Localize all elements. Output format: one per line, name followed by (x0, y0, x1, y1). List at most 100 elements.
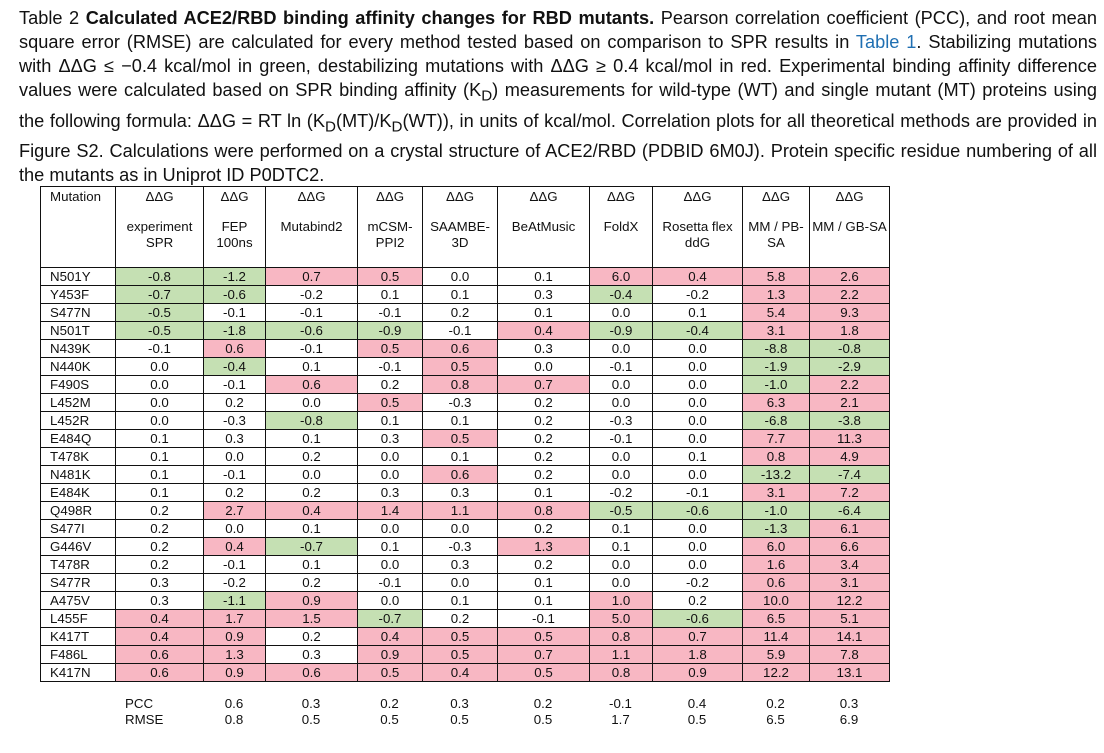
value-cell: -1.8 (203, 321, 266, 340)
value-cell: 0.0 (589, 465, 653, 484)
value-cell: 0.0 (589, 375, 653, 394)
caption-text-3: ) measurements for wild-type (WT) and si… (19, 80, 1097, 131)
column-header: ΔΔG Mutabind2 (265, 186, 358, 268)
value-cell: 0.0 (589, 555, 653, 574)
ddg-symbol: ΔΔG (606, 189, 636, 204)
value-cell: 12.2 (742, 663, 810, 682)
mutation-cell: S477N (40, 303, 116, 322)
value-cell: 0.2 (497, 447, 590, 466)
value-cell: 1.1 (589, 645, 653, 664)
rmse-value: 6.5 (766, 712, 785, 727)
value-cell: 0.2 (357, 375, 423, 394)
value-cell: 0.4 (652, 267, 743, 286)
value-cell: 0.2 (422, 609, 498, 628)
column-label: MM / GB-SA (812, 219, 887, 234)
value-cell: 0.1 (497, 483, 590, 502)
value-cell: 0.1 (422, 447, 498, 466)
value-cell: 0.1 (589, 537, 653, 556)
value-cell: -0.3 (422, 537, 498, 556)
value-cell: 0.9 (652, 663, 743, 682)
value-cell: 0.7 (265, 267, 358, 286)
value-cell: 2.1 (809, 393, 890, 412)
value-cell: -0.5 (589, 501, 653, 520)
value-cell: 0.4 (357, 627, 423, 646)
value-cell: 0.0 (497, 357, 590, 376)
table-row: Y453F -0.7 -0.6 -0.2 0.1 0.1 0.3 -0.4 -0.2 1.3 2.2 (40, 285, 890, 304)
value-cell: 0.8 (589, 627, 653, 646)
value-cell: 0.0 (589, 447, 653, 466)
mutation-cell: N440K (40, 357, 116, 376)
value-cell: 1.3 (742, 285, 810, 304)
value-cell: 6.3 (742, 393, 810, 412)
rmse-value: 0.5 (380, 712, 399, 727)
value-cell: 0.5 (422, 627, 498, 646)
value-cell: -0.2 (265, 285, 358, 304)
value-cell: 6.5 (742, 609, 810, 628)
rmse-value: 1.7 (611, 712, 630, 727)
value-cell: 0.0 (422, 573, 498, 592)
value-cell: -6.8 (742, 411, 810, 430)
table-1-link[interactable]: Table 1 (855, 32, 917, 52)
value-cell: -0.4 (652, 321, 743, 340)
value-cell: 0.0 (115, 411, 204, 430)
value-cell: 0.9 (203, 627, 266, 646)
value-cell: 0.8 (497, 501, 590, 520)
value-cell: 0.5 (422, 429, 498, 448)
mutation-cell: L452M (40, 393, 116, 412)
caption-label: Table 2 (19, 8, 80, 28)
pcc-value: 0.3 (839, 696, 859, 711)
value-cell: -0.7 (115, 285, 204, 304)
value-cell: -0.3 (422, 393, 498, 412)
value-cell: 1.5 (265, 609, 358, 628)
caption-title: Calculated ACE2/RBD binding affinity cha… (85, 8, 655, 28)
value-cell: 2.7 (203, 501, 266, 520)
value-cell: 0.1 (265, 555, 358, 574)
table-caption: Table 2 Calculated ACE2/RBD binding affi… (19, 6, 1097, 187)
value-cell: -1.1 (203, 591, 266, 610)
mutation-cell: L452R (40, 411, 116, 430)
value-cell: -0.6 (265, 321, 358, 340)
mutation-cell: K417N (40, 663, 116, 682)
value-cell: 0.1 (497, 573, 590, 592)
value-cell: 0.0 (652, 537, 743, 556)
value-cell: 0.2 (265, 573, 358, 592)
value-cell: 14.1 (809, 627, 890, 646)
value-cell: 0.1 (265, 429, 358, 448)
value-cell: 0.0 (422, 267, 498, 286)
value-cell: -0.1 (357, 357, 423, 376)
value-cell: -0.7 (357, 609, 423, 628)
value-cell: 0.0 (115, 357, 204, 376)
ddg-symbol: ΔΔG (145, 189, 174, 204)
value-cell: -0.1 (265, 303, 358, 322)
value-cell: -3.8 (809, 411, 890, 430)
value-cell: 0.1 (589, 519, 653, 538)
column-label: Mutabind2 (280, 219, 343, 234)
value-cell: -0.9 (357, 321, 423, 340)
value-cell: 0.4 (115, 627, 204, 646)
value-cell: 0.7 (652, 627, 743, 646)
value-cell: 0.0 (357, 591, 423, 610)
caption-sub-2: D (324, 118, 336, 136)
ddg-symbol: ΔΔG (375, 189, 405, 204)
rmse-row: RMSE 0.8 0.5 0.5 0.5 0.5 1.7 0.5 6.5 6.9 (40, 712, 889, 728)
column-header: ΔΔG experiment SPR (115, 186, 204, 268)
mutation-cell: Q498R (40, 501, 116, 520)
header-row: Mutation ΔΔG experiment SPR ΔΔG FEP 100ns ΔΔG… (40, 186, 890, 268)
mutation-cell: F486L (40, 645, 116, 664)
value-cell: 0.5 (497, 627, 590, 646)
value-cell: 0.2 (203, 483, 266, 502)
value-cell: 0.1 (357, 537, 423, 556)
table-row: N440K 0.0 -0.4 0.1 -0.1 0.5 0.0 -0.1 0.0 -1.9 -2.9 (40, 357, 890, 376)
value-cell: -1.2 (203, 267, 266, 286)
value-cell: 5.4 (742, 303, 810, 322)
value-cell: -0.1 (115, 339, 204, 358)
value-cell: -0.1 (203, 555, 266, 574)
value-cell: 0.1 (357, 285, 423, 304)
value-cell: 13.1 (809, 663, 890, 682)
mutation-cell: N501Y (40, 267, 116, 286)
value-cell: 0.0 (589, 573, 653, 592)
binding-affinity-table: Mutation ΔΔG experiment SPR ΔΔG FEP 100ns ΔΔG… (40, 186, 890, 682)
value-cell: 0.4 (115, 609, 204, 628)
value-cell: -0.1 (422, 321, 498, 340)
value-cell: 0.2 (265, 627, 358, 646)
